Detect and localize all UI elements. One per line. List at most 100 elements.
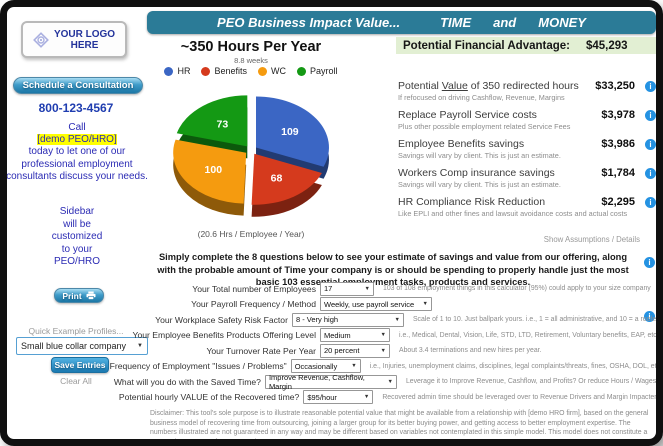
form-row: Potential hourly VALUE of the Recovered … [0,390,660,406]
form-label: Your Employee Benefits Products Offering… [132,330,316,341]
show-assumptions-link[interactable]: Show Assumptions / Details [543,235,640,244]
form-select-value: Weekly, use payroll service [324,299,415,309]
savings-item-note: Plus other possible employment related S… [398,122,571,131]
pie-slice-value: 100 [205,164,223,176]
form-label: Potential hourly VALUE of the Recovered … [118,392,300,403]
printer-icon [86,291,96,300]
example-profile-value: Small blue collar company [21,341,127,351]
form-select[interactable]: 17 ▼ [320,281,374,296]
form-row: Your Turnover Rate Per Year 20 percent ▼… [0,343,660,359]
savings-item-note: Savings will vary by client. This is jus… [398,151,561,160]
savings-item-title: Employee Benefits savings [398,138,525,150]
chevron-down-icon: ▼ [137,343,143,349]
question-form: Your Total number of Employees 17 ▼ 103 … [0,281,660,405]
savings-item: Replace Payroll Service costs $3,978 i P… [398,109,656,131]
form-select[interactable]: Weekly, use payroll service ▼ [320,297,432,312]
pie-slice-value: 73 [217,118,229,130]
legend-dot-icon [297,66,306,76]
instructions-info-icon[interactable]: i [644,257,655,268]
form-hint: About 3.4 terminations and new hires per… [399,347,542,355]
form-select-value: $95/hour [307,392,337,402]
legend-label: HR [177,66,191,76]
form-select[interactable]: 20 percent ▼ [320,343,390,358]
form-select[interactable]: Improve Revenue, Cashflow, Margin ▼ [264,372,397,391]
financial-advantage-label: Potential Financial Advantage: [403,39,570,52]
savings-item-note: Savings will vary by client. This is jus… [398,180,561,189]
schedule-consultation-button[interactable]: Schedule a Consultation [13,77,143,94]
legend-dot-icon [164,66,174,76]
chevron-down-icon: ▼ [364,285,370,292]
chevron-down-icon: ▼ [394,316,400,323]
savings-item: HR Compliance Risk Reduction $2,295 i Li… [398,196,656,218]
legend-item-wc: WC [258,66,286,76]
chart-title: ~350 Hours Per Year [180,39,322,55]
info-icon[interactable]: i [645,80,656,92]
header-money-label: MONEY [538,15,586,30]
info-icon[interactable]: i [645,167,656,179]
pie-chart: 109 68 100 73 [173,95,329,217]
form-hint: Recovered admin time should be leveraged… [382,393,660,401]
financial-advantage-box: Potential Financial Advantage: $45,293 [396,37,663,54]
savings-item-value: $3,978 [601,109,635,121]
legend-dot-icon [258,66,267,76]
savings-item-value: $1,784 [601,167,635,179]
form-hint: Scale of 1 to 10. Just ballpark yours. i… [412,316,660,324]
chevron-down-icon: ▼ [380,332,386,339]
instructions-text: Simply complete the 8 questions below to… [157,252,629,288]
clear-all-link[interactable]: Clear All [60,376,92,386]
pie-slice-benefits[interactable] [251,153,322,205]
chart-subtitle: 8.8 weeks [234,56,268,65]
pie-slice-payroll[interactable] [176,95,248,147]
savings-item-value: $33,250 [595,80,635,92]
financial-advantage-value: $45,293 [586,39,628,52]
form-select[interactable]: 8 - Very high ▼ [291,312,404,327]
safety-factor-info-icon[interactable]: i [644,311,655,322]
savings-item: Workers Comp insurance savings $1,784 i … [398,167,656,189]
header-and-label: and [493,15,517,30]
form-select-value: Medium [324,330,351,340]
header-time-label: TIME [440,15,472,30]
form-row: Frequency of Employment "Issues / Proble… [0,359,660,375]
chevron-down-icon: ▼ [351,363,357,370]
call-line: Call [68,122,86,133]
form-row: Your Payroll Frequency / Method Weekly, … [0,297,660,313]
form-label: Your Total number of Employees [192,283,316,294]
header-bar: PEO Business Impact Value... TIME and MO… [147,11,656,34]
page-title: PEO Business Impact Value... [217,15,401,30]
form-select-value: Improve Revenue, Cashflow, Margin [268,372,365,391]
demo-peo-highlight: [demo PEO/HRO] [37,134,117,146]
form-select-value: 17 [324,284,333,294]
disclaimer-text: Disclaimer: This tool's sole purpose is … [150,410,649,446]
form-select[interactable]: Medium ▼ [320,328,390,343]
chevron-down-icon: ▼ [363,394,370,401]
savings-item-title: Workers Comp insurance savings [398,167,555,179]
form-row: What will you do with the Saved Time? Im… [0,372,660,391]
info-icon[interactable]: i [645,109,656,121]
savings-item-note: Like EPLI and other fines and lawsuit av… [398,209,628,218]
form-select[interactable]: $95/hour ▼ [303,390,374,405]
info-icon[interactable]: i [645,138,656,150]
pie-slice-value: 68 [271,172,283,184]
legend-dot-icon [201,66,211,76]
save-entries-button[interactable]: Save Entries [51,357,109,373]
savings-item-value: $2,295 [601,196,635,208]
example-profile-select[interactable]: Small blue collar company ▼ [16,337,148,355]
logo-placeholder: YOUR LOGO HERE [21,21,127,58]
savings-summary-list: Potential Value of 350 redirected hours … [398,80,656,225]
form-select[interactable]: Occasionally ▼ [290,359,361,374]
savings-item-value: $3,986 [601,138,635,150]
form-hint: Leverage it to Improve Revenue, Cashflow… [405,378,660,386]
pie-slice-wc[interactable] [173,139,247,204]
savings-item: Employee Benefits savings $3,986 i Savin… [398,138,656,160]
info-icon[interactable]: i [645,196,656,208]
savings-item-title: Replace Payroll Service costs [398,109,537,121]
print-button[interactable]: Print [54,288,104,303]
pie-slice-hr[interactable] [256,96,329,167]
logo-text: YOUR LOGO HERE [53,28,116,51]
legend-item-hr: HR [164,66,190,76]
chevron-down-icon: ▼ [422,301,428,308]
savings-item-note: If refocused on driving Cashflow, Revenu… [398,93,565,102]
form-label: Your Turnover Rate Per Year [206,345,316,356]
form-row: Your Total number of Employees 17 ▼ 103 … [0,281,660,297]
